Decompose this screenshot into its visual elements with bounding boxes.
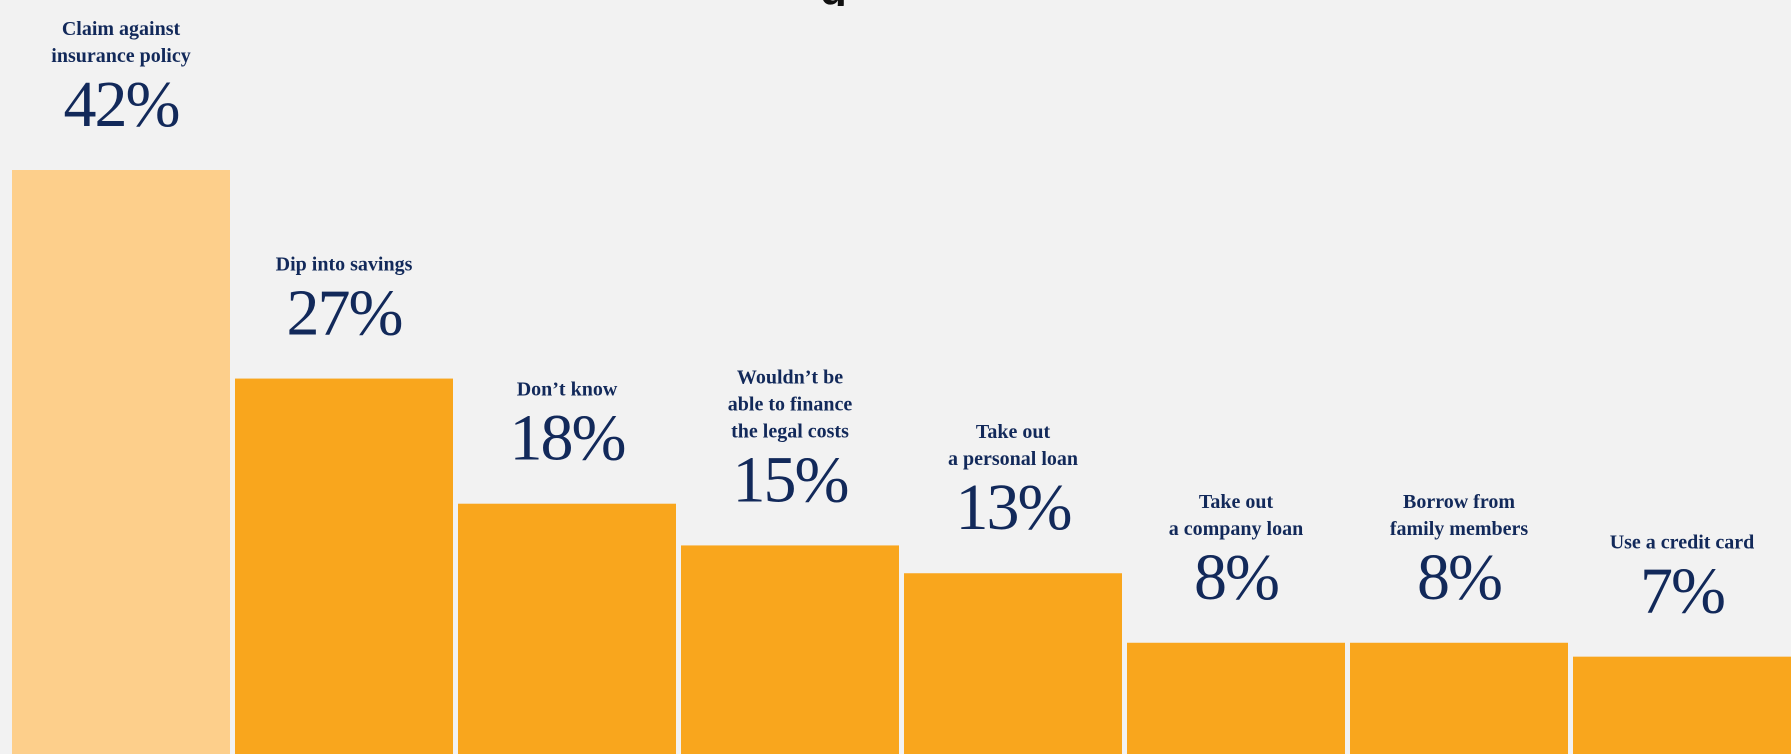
value-label-5: 13%: [956, 471, 1071, 544]
value-label-2: 27%: [287, 277, 402, 350]
bar-2: [235, 378, 453, 754]
value-label-6: 8%: [1194, 541, 1278, 614]
bar-3: [458, 503, 676, 754]
category-label-5-line-1: Take out: [976, 421, 1051, 443]
value-label-1: 42%: [64, 68, 179, 141]
category-label-4-line-1: Wouldn’t be: [737, 366, 843, 388]
bar-1: [12, 170, 230, 754]
category-label-6-line-2: a company loan: [1169, 518, 1303, 540]
bar-8: [1573, 656, 1791, 754]
category-label-4-line-2: able to finance: [728, 393, 853, 415]
bar-6: [1127, 642, 1345, 754]
value-label-3: 18%: [510, 402, 625, 475]
bar-5: [904, 573, 1122, 754]
value-label-7: 8%: [1417, 541, 1501, 614]
category-label-1-line-1: Claim against: [62, 18, 181, 40]
category-label-7-line-1: Borrow from: [1403, 491, 1515, 513]
bar-7: [1350, 642, 1568, 754]
category-label-2-line-1: Dip into savings: [276, 254, 413, 276]
category-label-3-line-1: Don’t know: [517, 379, 618, 401]
chart-title-fragment: g: [820, 0, 940, 6]
category-label-1-line-2: insurance policy: [51, 45, 190, 67]
category-label-6-line-1: Take out: [1199, 491, 1274, 513]
bar-4: [681, 545, 899, 754]
value-label-8: 7%: [1640, 555, 1724, 628]
value-label-4: 15%: [733, 443, 848, 516]
category-label-4-line-3: the legal costs: [731, 420, 849, 442]
category-label-8-line-1: Use a credit card: [1610, 532, 1755, 554]
category-label-7-line-2: family members: [1390, 518, 1529, 540]
category-label-5-line-2: a personal loan: [948, 448, 1078, 470]
